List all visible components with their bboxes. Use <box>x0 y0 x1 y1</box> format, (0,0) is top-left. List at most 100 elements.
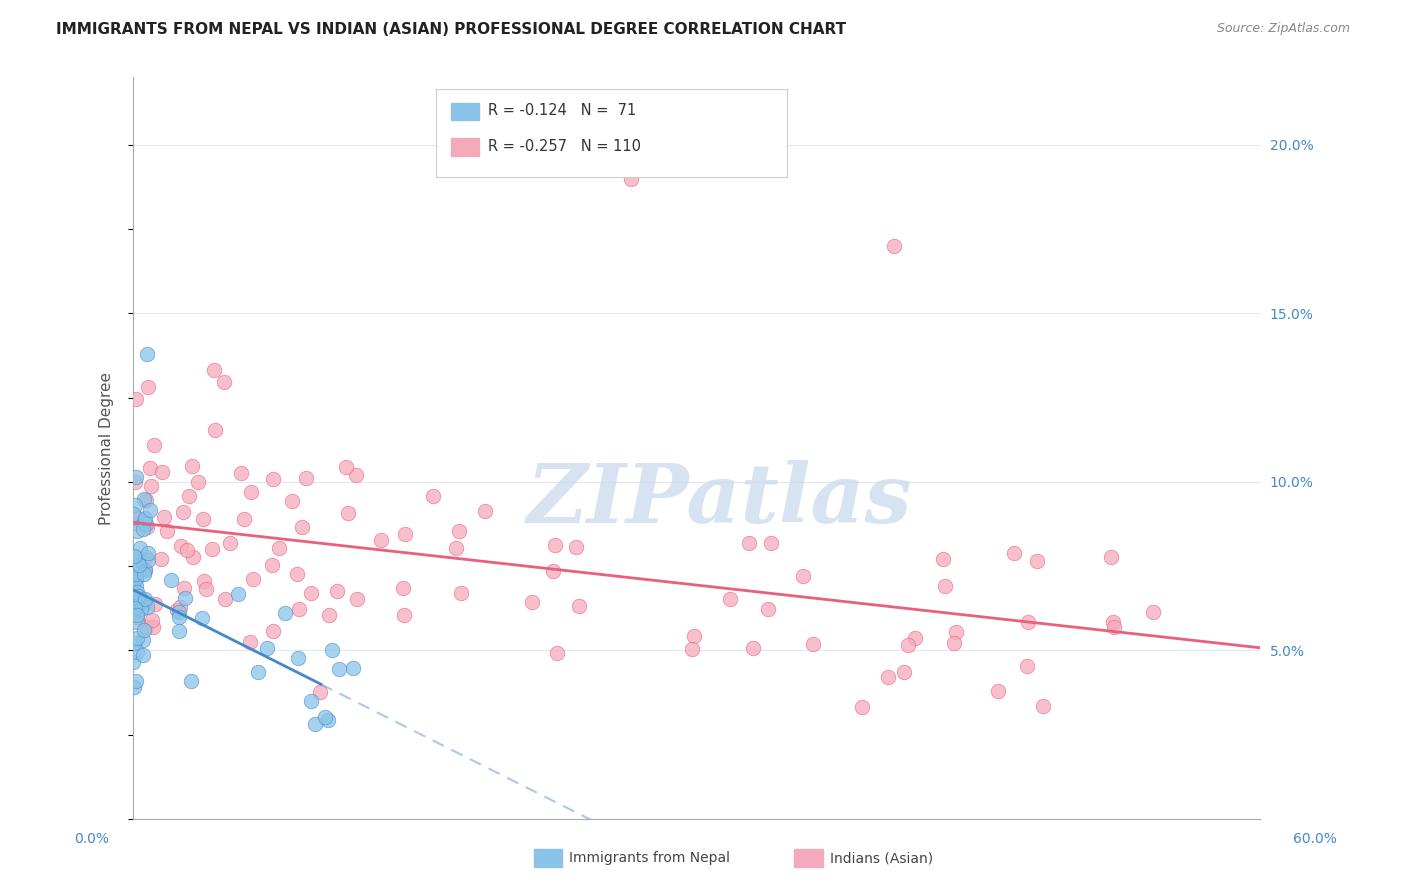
Point <box>122 507 145 521</box>
Point <box>124 516 146 530</box>
Point <box>239 485 262 500</box>
Point <box>756 602 779 616</box>
Point <box>987 684 1010 698</box>
Point <box>304 716 326 731</box>
Point <box>262 472 284 486</box>
Point <box>1017 659 1039 673</box>
Point <box>287 651 309 665</box>
Point <box>180 674 202 689</box>
Point <box>392 581 415 595</box>
Point <box>128 558 150 572</box>
Point <box>565 540 588 554</box>
Point <box>181 550 204 565</box>
Point <box>309 685 332 699</box>
Point <box>274 606 297 620</box>
Point <box>125 510 148 524</box>
Point <box>142 438 165 452</box>
Point <box>160 574 183 588</box>
Point <box>134 591 156 606</box>
Text: 0.0%: 0.0% <box>75 832 108 846</box>
Point <box>299 586 322 600</box>
Point <box>718 592 741 607</box>
Point <box>127 603 149 617</box>
Point <box>256 640 278 655</box>
Point <box>132 522 155 536</box>
Point <box>943 636 966 650</box>
Text: R = -0.124   N =  71: R = -0.124 N = 71 <box>488 103 636 118</box>
Point <box>167 624 190 639</box>
Point <box>214 591 236 606</box>
Point <box>135 493 157 508</box>
Point <box>141 479 163 493</box>
Point <box>127 615 149 629</box>
Text: R = -0.257   N = 110: R = -0.257 N = 110 <box>488 139 641 153</box>
Point <box>568 599 591 614</box>
Point <box>124 470 146 484</box>
Point <box>1017 615 1039 629</box>
Point <box>346 591 368 606</box>
Point <box>122 680 145 694</box>
Point <box>125 590 148 604</box>
Point <box>129 541 152 555</box>
Point <box>883 239 905 253</box>
Point <box>125 392 148 406</box>
Text: Indians (Asian): Indians (Asian) <box>830 851 932 865</box>
Point <box>219 536 242 550</box>
Point <box>135 620 157 634</box>
Point <box>738 536 761 550</box>
Point <box>1002 547 1025 561</box>
Point <box>342 661 364 675</box>
Text: 60.0%: 60.0% <box>1292 832 1337 846</box>
Point <box>131 632 153 647</box>
Text: ZIPatlas: ZIPatlas <box>526 460 912 541</box>
Point <box>124 603 146 617</box>
Point <box>337 506 360 520</box>
Point <box>122 599 145 613</box>
Point <box>166 603 188 617</box>
Point <box>392 608 415 623</box>
Point <box>544 538 567 552</box>
Point <box>122 578 145 592</box>
Point <box>125 645 148 659</box>
Point <box>139 503 162 517</box>
Point <box>620 171 643 186</box>
Point <box>125 632 148 646</box>
Point <box>194 582 217 596</box>
Point <box>269 541 291 555</box>
Point <box>169 599 191 614</box>
Point <box>193 512 215 526</box>
Point <box>167 605 190 619</box>
Point <box>127 589 149 603</box>
Point <box>125 585 148 599</box>
Point <box>132 567 155 582</box>
Point <box>155 524 177 539</box>
Point <box>134 491 156 506</box>
Point <box>170 539 193 553</box>
Point <box>138 380 160 394</box>
Point <box>876 670 898 684</box>
Point <box>450 586 472 600</box>
Point <box>893 665 915 679</box>
Point <box>122 656 145 670</box>
Point <box>262 624 284 639</box>
Point <box>124 549 146 564</box>
Point <box>1032 699 1054 714</box>
Point <box>125 609 148 624</box>
Point <box>202 363 225 377</box>
Point <box>129 602 152 616</box>
Point <box>520 594 543 608</box>
Point <box>262 558 284 572</box>
Point <box>132 648 155 662</box>
Point <box>124 598 146 612</box>
Point <box>239 634 262 648</box>
Point <box>422 489 444 503</box>
Point <box>326 584 349 599</box>
Point <box>125 608 148 623</box>
Point <box>742 641 765 656</box>
Point <box>187 475 209 490</box>
Point <box>474 504 496 518</box>
Point <box>134 563 156 577</box>
Point <box>1102 615 1125 630</box>
Point <box>328 661 350 675</box>
Point <box>204 423 226 437</box>
